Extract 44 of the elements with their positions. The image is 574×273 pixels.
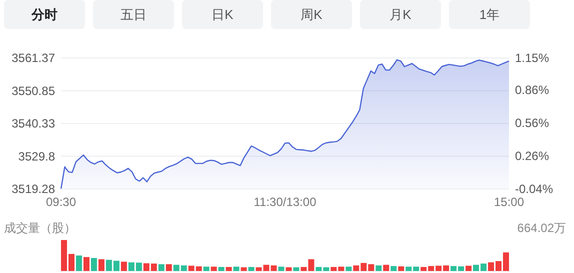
y2-tick-label: -0.04%: [515, 182, 554, 196]
bar: [346, 266, 352, 271]
y-tick-label: 3529.8: [18, 149, 56, 164]
x-tick-label: 09:30: [46, 195, 76, 209]
bar: [278, 266, 284, 271]
bar: [210, 266, 217, 271]
bar: [90, 258, 97, 271]
bar: [203, 266, 210, 271]
x-tick-label: 11:30/13:00: [254, 195, 317, 209]
text: 1年: [479, 7, 500, 22]
y-axis-title: 成交量（股）: [4, 221, 76, 235]
bar: [76, 256, 82, 271]
bar: [158, 264, 164, 271]
text: 五日: [120, 7, 146, 22]
y2-tick-label: 0.26%: [515, 149, 550, 164]
bar: [226, 266, 232, 271]
y-tick-label: 3561.37: [12, 51, 56, 66]
y-tick-label: 3550.85: [12, 84, 56, 98]
y2-tick-label: 1.15%: [515, 51, 550, 66]
bar: [233, 266, 240, 271]
text: 月K: [390, 7, 412, 22]
bar: [376, 265, 382, 271]
bar: [383, 264, 390, 271]
bar: [83, 257, 90, 271]
bar: [398, 266, 404, 271]
y-tick-label: 3540.33: [12, 116, 56, 131]
text: 分时: [30, 7, 58, 22]
x-tick-label: 15:00: [494, 195, 524, 209]
bar: [120, 262, 127, 271]
bar: [466, 266, 472, 271]
y2-tick-label: 0.56%: [515, 116, 550, 130]
bar: [240, 267, 247, 271]
bar: [166, 264, 172, 271]
text: 日K: [212, 7, 234, 22]
bar: [286, 267, 292, 271]
bar: [98, 259, 104, 271]
bar: [218, 266, 224, 271]
y-tick-label: 3519.28: [12, 182, 56, 196]
bar: [248, 266, 254, 271]
text: 周K: [300, 7, 323, 22]
y2-tick-label: 0.86%: [515, 83, 550, 98]
bar: [293, 267, 300, 271]
text: 664.02万: [517, 221, 566, 235]
bar: [390, 266, 397, 271]
